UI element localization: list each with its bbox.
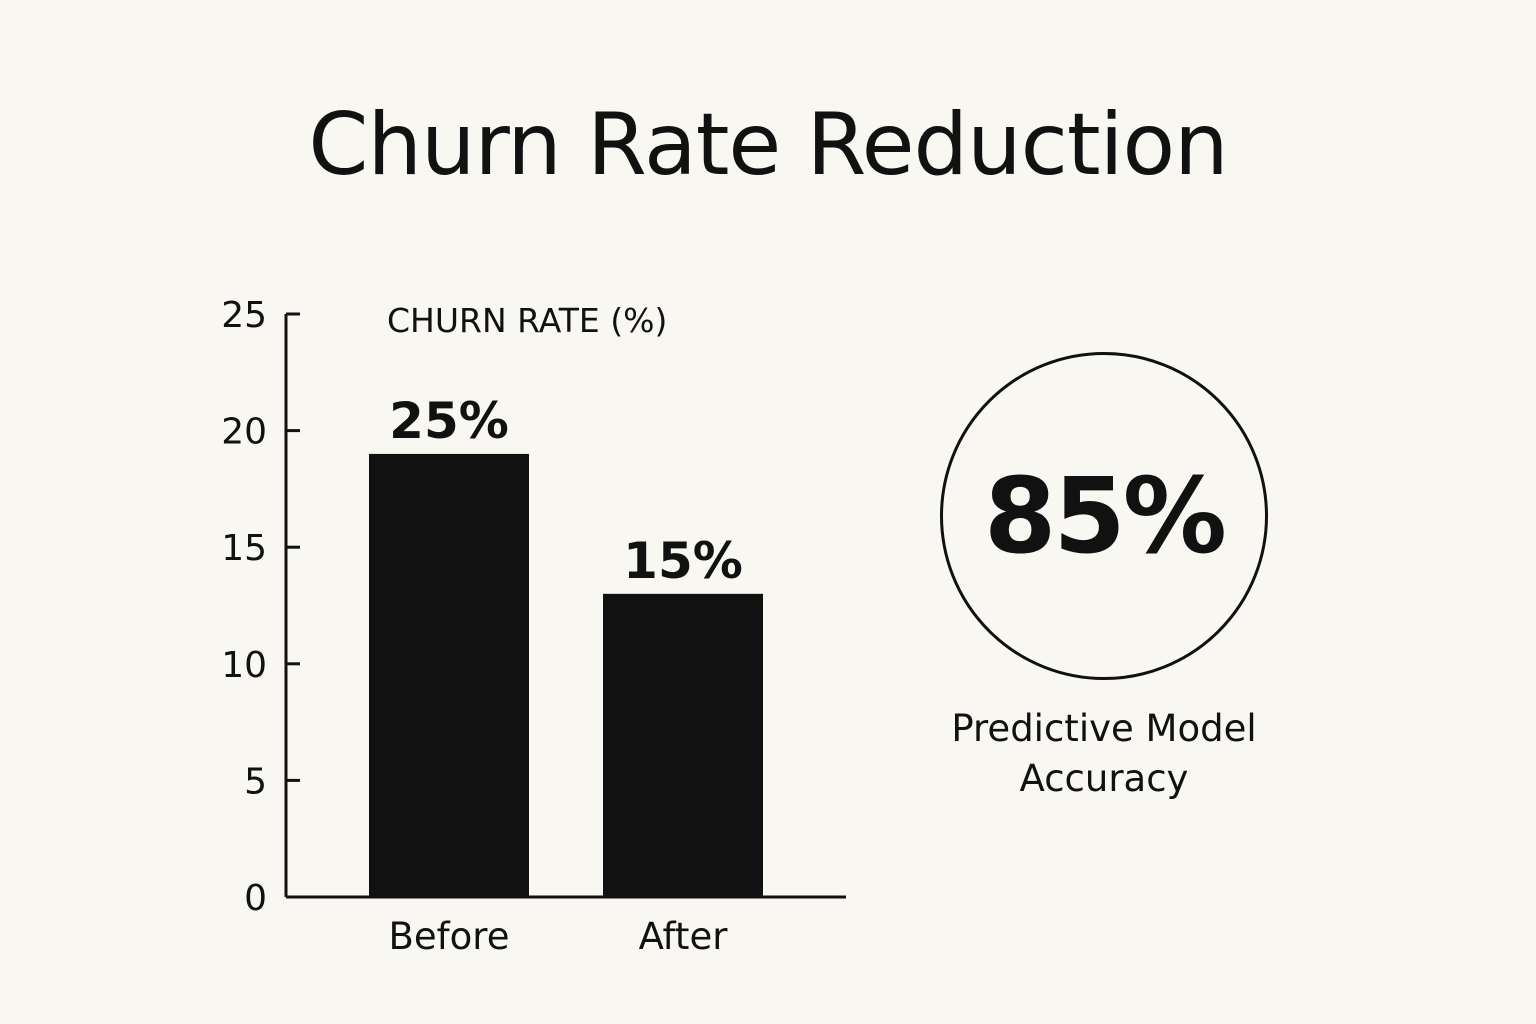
bar-value-label-after: 15% <box>623 532 743 590</box>
accuracy-circle: 85% <box>940 352 1268 680</box>
y-tick-label-15: 15 <box>221 528 267 569</box>
y-axis-label: CHURN RATE (%) <box>387 301 667 340</box>
bar-before <box>369 453 529 897</box>
accuracy-label-line1: Predictive Model <box>951 707 1257 750</box>
bar-value-label-before: 25% <box>389 392 509 450</box>
y-tick-label-20: 20 <box>221 412 267 453</box>
accuracy-label: Predictive Model Accuracy <box>904 704 1304 804</box>
accuracy-value: 85% <box>984 455 1227 577</box>
y-tick-label-0: 0 <box>244 878 267 919</box>
y-tick-label-10: 10 <box>221 645 267 686</box>
y-tick-label-25: 25 <box>221 295 267 336</box>
x-category-label-after: After <box>639 915 729 958</box>
bar-after <box>603 593 763 897</box>
accuracy-label-line2: Accuracy <box>1019 757 1189 800</box>
x-category-label-before: Before <box>389 915 510 958</box>
y-tick-label-5: 5 <box>244 761 267 802</box>
chart-title: Churn Rate Reduction <box>308 95 1228 195</box>
